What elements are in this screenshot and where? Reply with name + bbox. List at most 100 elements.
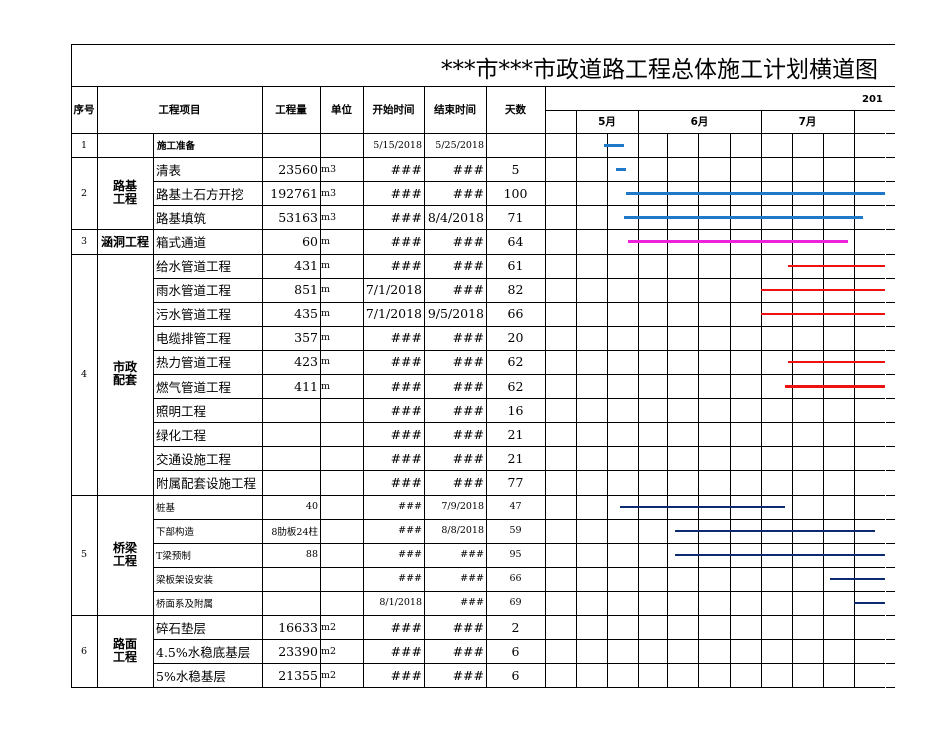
task-start: ### xyxy=(390,450,422,466)
task-end: ### xyxy=(452,643,484,659)
row-line xyxy=(153,543,895,544)
task-start: 8/1/2018 xyxy=(379,597,422,609)
task-start: ### xyxy=(390,354,422,370)
task-quantity: 16633 xyxy=(278,619,318,635)
task-unit xyxy=(320,446,363,470)
gantt-grid-line xyxy=(667,133,668,688)
task-end: 8/8/2018 xyxy=(441,525,484,537)
task-quantity xyxy=(262,446,320,470)
gantt-right-edge xyxy=(885,133,886,688)
task-unit xyxy=(320,543,363,567)
task-quantity: 357 xyxy=(294,330,318,346)
task-days: 59 xyxy=(509,525,522,537)
column-line xyxy=(153,302,154,326)
task-name: 4.5%水稳底基层 xyxy=(156,644,251,660)
task-unit xyxy=(320,519,363,543)
task-quantity: 40 xyxy=(305,501,318,513)
task-days: 5 xyxy=(511,161,520,177)
task-start: ### xyxy=(390,667,422,683)
task-start: ### xyxy=(398,549,422,561)
task-unit xyxy=(320,470,363,494)
month-label: 6月 xyxy=(690,116,709,128)
task-days: 64 xyxy=(507,233,524,249)
task-quantity: 21355 xyxy=(278,667,318,683)
task-days: 82 xyxy=(507,282,524,298)
task-days: 77 xyxy=(507,474,524,490)
month-separator xyxy=(854,110,855,133)
column-line xyxy=(424,133,425,688)
row-line xyxy=(71,157,895,158)
task-start: ### xyxy=(390,474,422,490)
gantt-bar xyxy=(616,168,626,171)
task-name: 附属配套设施工程 xyxy=(156,475,257,491)
task-end: ### xyxy=(452,161,484,177)
gantt-bar xyxy=(604,144,624,147)
row-line xyxy=(71,615,895,616)
header-days: 天数 xyxy=(505,104,526,116)
task-quantity xyxy=(262,398,320,422)
gantt-grid-line xyxy=(698,133,699,688)
group-name: 施工准备 xyxy=(157,141,196,153)
task-start: ### xyxy=(390,330,422,346)
task-name: 给水管道工程 xyxy=(156,259,232,275)
group-name: 市政配套 xyxy=(112,360,137,387)
task-days: 61 xyxy=(507,258,524,274)
gantt-bar xyxy=(788,360,885,364)
gantt-bar xyxy=(620,505,785,509)
task-end: 9/5/2018 xyxy=(427,306,484,322)
row-line xyxy=(153,181,895,182)
task-days: 6 xyxy=(511,667,520,683)
row-line xyxy=(153,205,895,206)
group-name: 路面工程 xyxy=(112,637,137,665)
task-quantity: 88 xyxy=(305,549,318,561)
column-line xyxy=(153,181,154,205)
row-line xyxy=(71,229,895,230)
row-line xyxy=(153,446,895,447)
month-separator xyxy=(638,110,639,133)
column-line xyxy=(363,86,364,133)
column-line xyxy=(320,86,321,133)
month-label: 5月 xyxy=(598,116,616,128)
column-line xyxy=(153,543,154,567)
task-unit: m xyxy=(321,284,331,296)
row-line xyxy=(153,302,895,303)
task-start: ### xyxy=(398,525,422,537)
task-days: 20 xyxy=(507,330,524,346)
task-name: 5%水稳基层 xyxy=(156,668,226,684)
task-quantity xyxy=(262,133,320,157)
column-line xyxy=(153,398,154,422)
gantt-bar xyxy=(788,264,885,268)
task-end: ### xyxy=(452,402,484,418)
task-days: 21 xyxy=(507,426,524,442)
row-line xyxy=(153,350,895,351)
gantt-grid-line xyxy=(761,133,762,688)
task-end: ### xyxy=(452,378,484,394)
header-bottom-line xyxy=(71,133,895,134)
task-days: 95 xyxy=(509,549,522,561)
task-start: 7/1/2018 xyxy=(365,306,422,322)
column-line xyxy=(486,86,487,133)
gantt-bar xyxy=(830,577,885,581)
task-days: 16 xyxy=(507,402,524,418)
task-days: 2 xyxy=(511,619,520,635)
task-quantity xyxy=(262,567,320,591)
column-line xyxy=(486,133,487,688)
task-start: ### xyxy=(390,643,422,659)
task-days: 71 xyxy=(507,209,524,225)
task-unit: m xyxy=(321,380,331,392)
task-end: ### xyxy=(452,185,484,201)
task-unit: m xyxy=(321,235,331,247)
task-end: ### xyxy=(452,354,484,370)
task-end: ### xyxy=(452,426,484,442)
task-name: 照明工程 xyxy=(156,403,207,419)
task-name: 热力管道工程 xyxy=(156,355,232,371)
group-seq: 3 xyxy=(80,235,88,247)
task-name: 箱式通道 xyxy=(156,234,207,250)
column-line xyxy=(153,374,154,398)
task-unit: m3 xyxy=(321,187,337,199)
gantt-bar xyxy=(628,240,848,243)
gantt-grid-line xyxy=(576,133,577,688)
task-start: 5/15/2018 xyxy=(373,139,422,151)
year-label: 201 xyxy=(862,93,883,105)
